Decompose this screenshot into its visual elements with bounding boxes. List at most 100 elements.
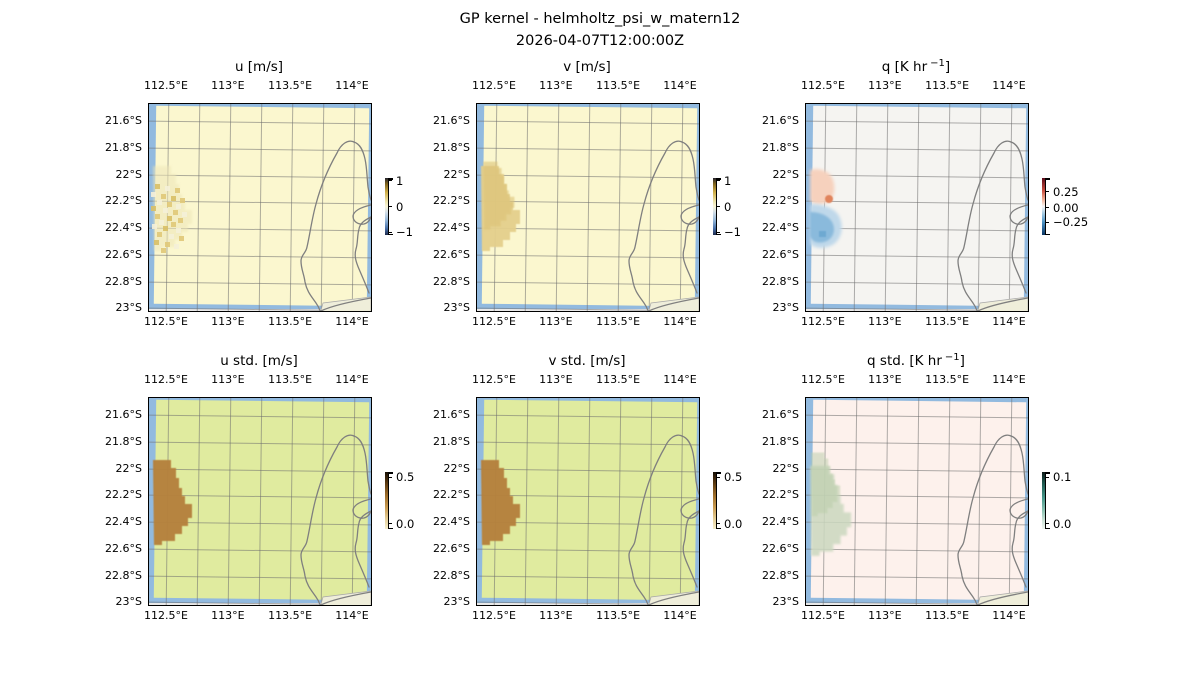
- colorbar-u: 1 0 −1: [385, 174, 467, 239]
- lon-tick-label: 112.5°E: [143, 315, 188, 328]
- lat-tick-label: 21.8°S: [105, 140, 142, 154]
- map-q_std: [805, 397, 1029, 606]
- lon-tick-label: 114°E: [663, 79, 697, 92]
- colorbar-tick: [716, 206, 720, 207]
- coastline: [681, 435, 699, 495]
- colorbar-v: 1 0 −1: [713, 174, 795, 239]
- u-anomaly-speckle: [155, 184, 160, 189]
- q-cold-cell: [819, 231, 826, 237]
- lat-tick-label: 22.6°S: [433, 541, 470, 555]
- lat-tick-label: 22°S: [443, 462, 470, 476]
- lat-tick-label: 22.6°S: [105, 541, 142, 555]
- panel-title-text-end: ]: [959, 353, 965, 369]
- panel-u: u [m/s] 112.5°E 113°E 113.5°E 114°E 112.5°E 11…: [88, 57, 468, 335]
- coastline: [353, 141, 371, 201]
- colorbar-tick-label: −0.25: [1053, 215, 1089, 230]
- u-anomaly-speckle: [169, 234, 174, 239]
- colorbar-cap-bottom: [716, 527, 721, 529]
- lon-tick-label: 112.5°E: [471, 373, 516, 386]
- figure-title: GP kernel - helmholtz_psi_w_matern12: [459, 11, 741, 27]
- lon-ticks-bottom: 112.5°E 113°E 113.5°E 114°E: [472, 609, 698, 623]
- u-anomaly-speckle: [179, 236, 184, 241]
- colorbar-tick-label: 1: [724, 173, 732, 188]
- colorbar-axis: [1045, 472, 1046, 529]
- u-anomaly-speckle: [157, 232, 162, 237]
- lat-tick-label: 23°S: [115, 300, 142, 314]
- coastline: [1010, 435, 1028, 495]
- lon-tick-label: 113.5°E: [596, 79, 641, 92]
- panel-u_std: u std. [m/s] 112.5°E 113°E 113.5°E 114°E 112.…: [88, 351, 468, 629]
- map-u: [148, 103, 372, 312]
- u-anomaly-speckle: [163, 208, 168, 213]
- u-anomaly-speckle: [163, 226, 168, 231]
- lon-ticks-bottom: 112.5°E 113°E 113.5°E 114°E: [144, 609, 370, 623]
- u-anomaly-speckle: [161, 248, 166, 253]
- colorbar-tick-label: 0.1: [1053, 470, 1072, 485]
- panel-title-text: v [m/s]: [563, 59, 611, 75]
- lon-tick-label: 114°E: [663, 315, 697, 328]
- lat-tick-label: 22.2°S: [762, 193, 799, 207]
- lon-tick-label: 114°E: [663, 609, 697, 622]
- lon-tick-label: 114°E: [992, 373, 1026, 386]
- colorbar-tick: [388, 231, 392, 233]
- colorbar-tick: [1045, 523, 1049, 525]
- colorbar-tick: [388, 476, 392, 478]
- u-anomaly-speckle: [180, 198, 185, 203]
- colorbar-q: 0.25 0.00 −0.25: [1042, 178, 1124, 235]
- lat-tick-label: 22.2°S: [105, 487, 142, 501]
- coastline: [1011, 216, 1028, 294]
- panel-q_std: q std. [K hr −1] 112.5°E 113°E 113.5°E 114°E 1…: [745, 351, 1125, 629]
- map-overlay: [810, 434, 1028, 605]
- std-high-blob: [481, 460, 520, 545]
- coastline: [628, 140, 683, 311]
- lon-tick-label: 113°E: [211, 609, 245, 622]
- panel-title: v std. [m/s]: [476, 353, 698, 369]
- coastline: [1009, 498, 1028, 519]
- lon-ticks-top: 112.5°E 113°E 113.5°E 114°E: [801, 373, 1027, 387]
- lon-tick-label: 112.5°E: [800, 79, 845, 92]
- u-anomaly-speckle: [173, 210, 178, 215]
- lon-tick-label: 113°E: [539, 373, 573, 386]
- lat-tick-label: 22.4°S: [433, 515, 470, 529]
- lon-tick-label: 112.5°E: [143, 373, 188, 386]
- colorbar-strip: [385, 178, 388, 235]
- lon-tick-label: 112.5°E: [800, 373, 845, 386]
- colorbar-tick-label: 0: [724, 199, 732, 214]
- colorbar-cap-bottom: [388, 233, 393, 235]
- map-v_std: [476, 397, 700, 606]
- lon-tick-label: 113°E: [868, 609, 902, 622]
- lat-tick-label: 22.6°S: [433, 247, 470, 261]
- coastline: [957, 434, 1012, 605]
- lon-tick-label: 113°E: [868, 373, 902, 386]
- colorbar-strip: [713, 178, 716, 235]
- u-anomaly-speckle: [176, 228, 181, 233]
- u-anomaly-speckle: [151, 206, 156, 211]
- u-anomaly-speckle: [165, 186, 170, 191]
- coastline: [648, 591, 699, 605]
- lon-tick-label: 113.5°E: [596, 373, 641, 386]
- u-anomaly-speckle: [155, 214, 160, 219]
- colorbar-tick-label: 0.00: [1053, 200, 1079, 215]
- lat-tick-label: 22.4°S: [762, 515, 799, 529]
- colorbar-tick: [388, 523, 392, 525]
- panel-title: q [K hr −1]: [805, 58, 1027, 75]
- lat-tick-label: 22.8°S: [762, 275, 799, 289]
- lat-tick-label: 22.4°S: [762, 221, 799, 235]
- lat-tick-label: 22.6°S: [762, 247, 799, 261]
- lon-ticks-bottom: 112.5°E 113°E 113.5°E 114°E: [801, 315, 1027, 329]
- colorbar-tick: [1045, 221, 1049, 223]
- u-anomaly-speckle: [165, 242, 170, 247]
- lon-tick-label: 113°E: [211, 79, 245, 92]
- lon-tick-label: 112.5°E: [471, 315, 516, 328]
- colorbar-tick: [388, 180, 392, 182]
- q-std-core: [811, 452, 841, 517]
- colorbar-tick-label: 0.25: [1053, 184, 1079, 199]
- lon-tick-label: 112.5°E: [143, 609, 188, 622]
- lat-tick-label: 22.6°S: [105, 247, 142, 261]
- lon-ticks-top: 112.5°E 113°E 113.5°E 114°E: [472, 79, 698, 93]
- panel-title-superscript: −1: [944, 352, 960, 363]
- lon-tick-label: 114°E: [335, 373, 369, 386]
- lon-tick-label: 113.5°E: [596, 609, 641, 622]
- coastline: [957, 140, 1012, 311]
